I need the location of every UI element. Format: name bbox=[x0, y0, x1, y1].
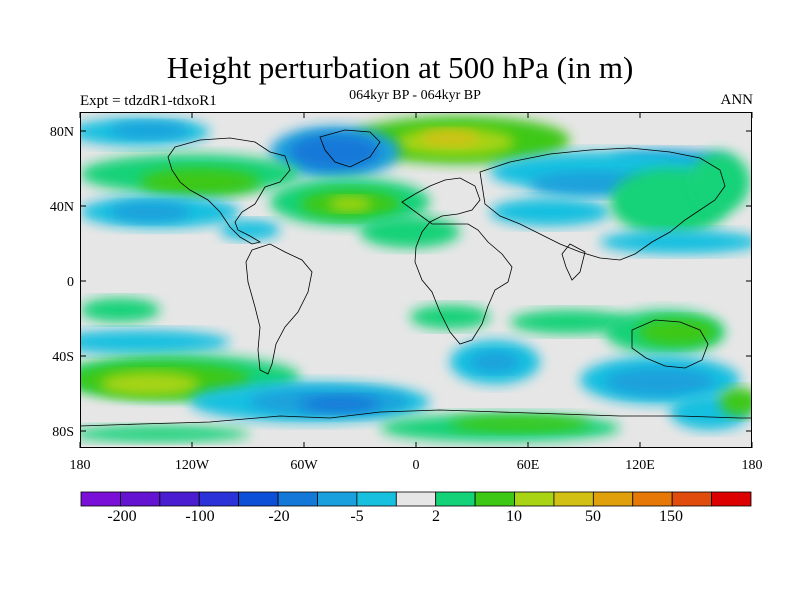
lat-tick-label: 40N bbox=[50, 200, 74, 215]
lat-tick-label: 80N bbox=[50, 125, 74, 140]
colorbar-swatch bbox=[671, 491, 712, 507]
contour-region bbox=[470, 352, 520, 372]
colorbar-label: -100 bbox=[185, 508, 215, 525]
coastline bbox=[167, 137, 291, 245]
colorbar-swatch bbox=[474, 491, 515, 507]
coastlines bbox=[80, 129, 752, 448]
contour-region bbox=[80, 298, 160, 322]
colorbar-swatch bbox=[632, 491, 673, 507]
colorbar-swatch bbox=[553, 491, 594, 507]
contour-region bbox=[220, 220, 280, 240]
colorbar bbox=[80, 491, 752, 507]
contour-region bbox=[690, 152, 750, 212]
colorbar-label: 150 bbox=[659, 508, 683, 525]
contour-region bbox=[450, 416, 590, 432]
contour-region bbox=[638, 318, 718, 346]
perturbation-field bbox=[80, 112, 752, 442]
colorbar-swatch bbox=[198, 491, 240, 507]
colorbar-swatch bbox=[356, 491, 397, 507]
lon-tick-label: 180 bbox=[742, 458, 763, 473]
coastline bbox=[561, 243, 586, 281]
contour-region bbox=[360, 216, 460, 248]
map-svg bbox=[80, 112, 752, 448]
colorbar-swatch bbox=[435, 491, 476, 507]
coastline bbox=[245, 243, 313, 375]
season-label: ANN bbox=[720, 92, 754, 108]
experiment-label: Expt = tdzdR1-tdxoR1 bbox=[80, 93, 217, 109]
plot-title: Height perturbation at 500 hPa (in m) bbox=[166, 50, 634, 85]
contour-region bbox=[420, 130, 480, 146]
lon-tick-label: 60E bbox=[517, 458, 540, 473]
lon-tick-label: 120W bbox=[175, 458, 210, 473]
contour-region bbox=[110, 202, 190, 222]
colorbar-swatch bbox=[80, 491, 121, 507]
coastline bbox=[479, 147, 726, 261]
contour-region bbox=[300, 396, 380, 412]
lat-tick-label: 0 bbox=[67, 275, 74, 290]
colorbar-swatch bbox=[395, 491, 437, 507]
lat-tick-label: 40S bbox=[52, 350, 74, 365]
lon-tick-label: 60W bbox=[290, 458, 318, 473]
contour-region bbox=[290, 134, 380, 170]
map-panel bbox=[80, 112, 752, 448]
plot-subtitle: 064kyr BP - 064kyr BP bbox=[349, 88, 481, 103]
contour-region bbox=[720, 388, 752, 416]
colorbar-swatch bbox=[317, 491, 358, 507]
contour-region bbox=[510, 310, 630, 334]
colorbar-label: 2 bbox=[432, 508, 440, 525]
colorbar-swatch bbox=[711, 491, 752, 507]
colorbar-swatch bbox=[159, 491, 200, 507]
contour-region bbox=[490, 198, 610, 226]
colorbar-label: -200 bbox=[107, 508, 137, 525]
colorbar-label: 10 bbox=[506, 508, 522, 525]
colorbar-label: 50 bbox=[585, 508, 601, 525]
colorbar-swatch bbox=[238, 491, 279, 507]
colorbar-label: -20 bbox=[268, 508, 290, 525]
contour-region bbox=[80, 426, 250, 442]
colorbar-label: -5 bbox=[350, 508, 364, 525]
coastline bbox=[80, 409, 752, 448]
coastline bbox=[631, 319, 709, 369]
lon-tick-label: 180 bbox=[70, 458, 91, 473]
colorbar-swatch bbox=[514, 491, 555, 507]
contour-region bbox=[100, 372, 200, 396]
contour-region bbox=[140, 168, 260, 196]
lon-tick-label: 120E bbox=[625, 458, 655, 473]
contour-region bbox=[110, 122, 190, 138]
lat-tick-label: 80S bbox=[52, 425, 74, 440]
coastline bbox=[319, 129, 381, 168]
colorbar-swatch bbox=[120, 491, 161, 507]
contour-region bbox=[410, 305, 490, 329]
contour-region bbox=[600, 230, 752, 254]
lon-tick-label: 0 bbox=[413, 458, 420, 473]
contour-region bbox=[328, 197, 372, 211]
contour-region bbox=[605, 368, 715, 396]
contour-region bbox=[80, 330, 230, 354]
colorbar-swatch bbox=[277, 491, 318, 507]
colorbar-swatch bbox=[592, 491, 634, 507]
coastline bbox=[401, 177, 513, 345]
